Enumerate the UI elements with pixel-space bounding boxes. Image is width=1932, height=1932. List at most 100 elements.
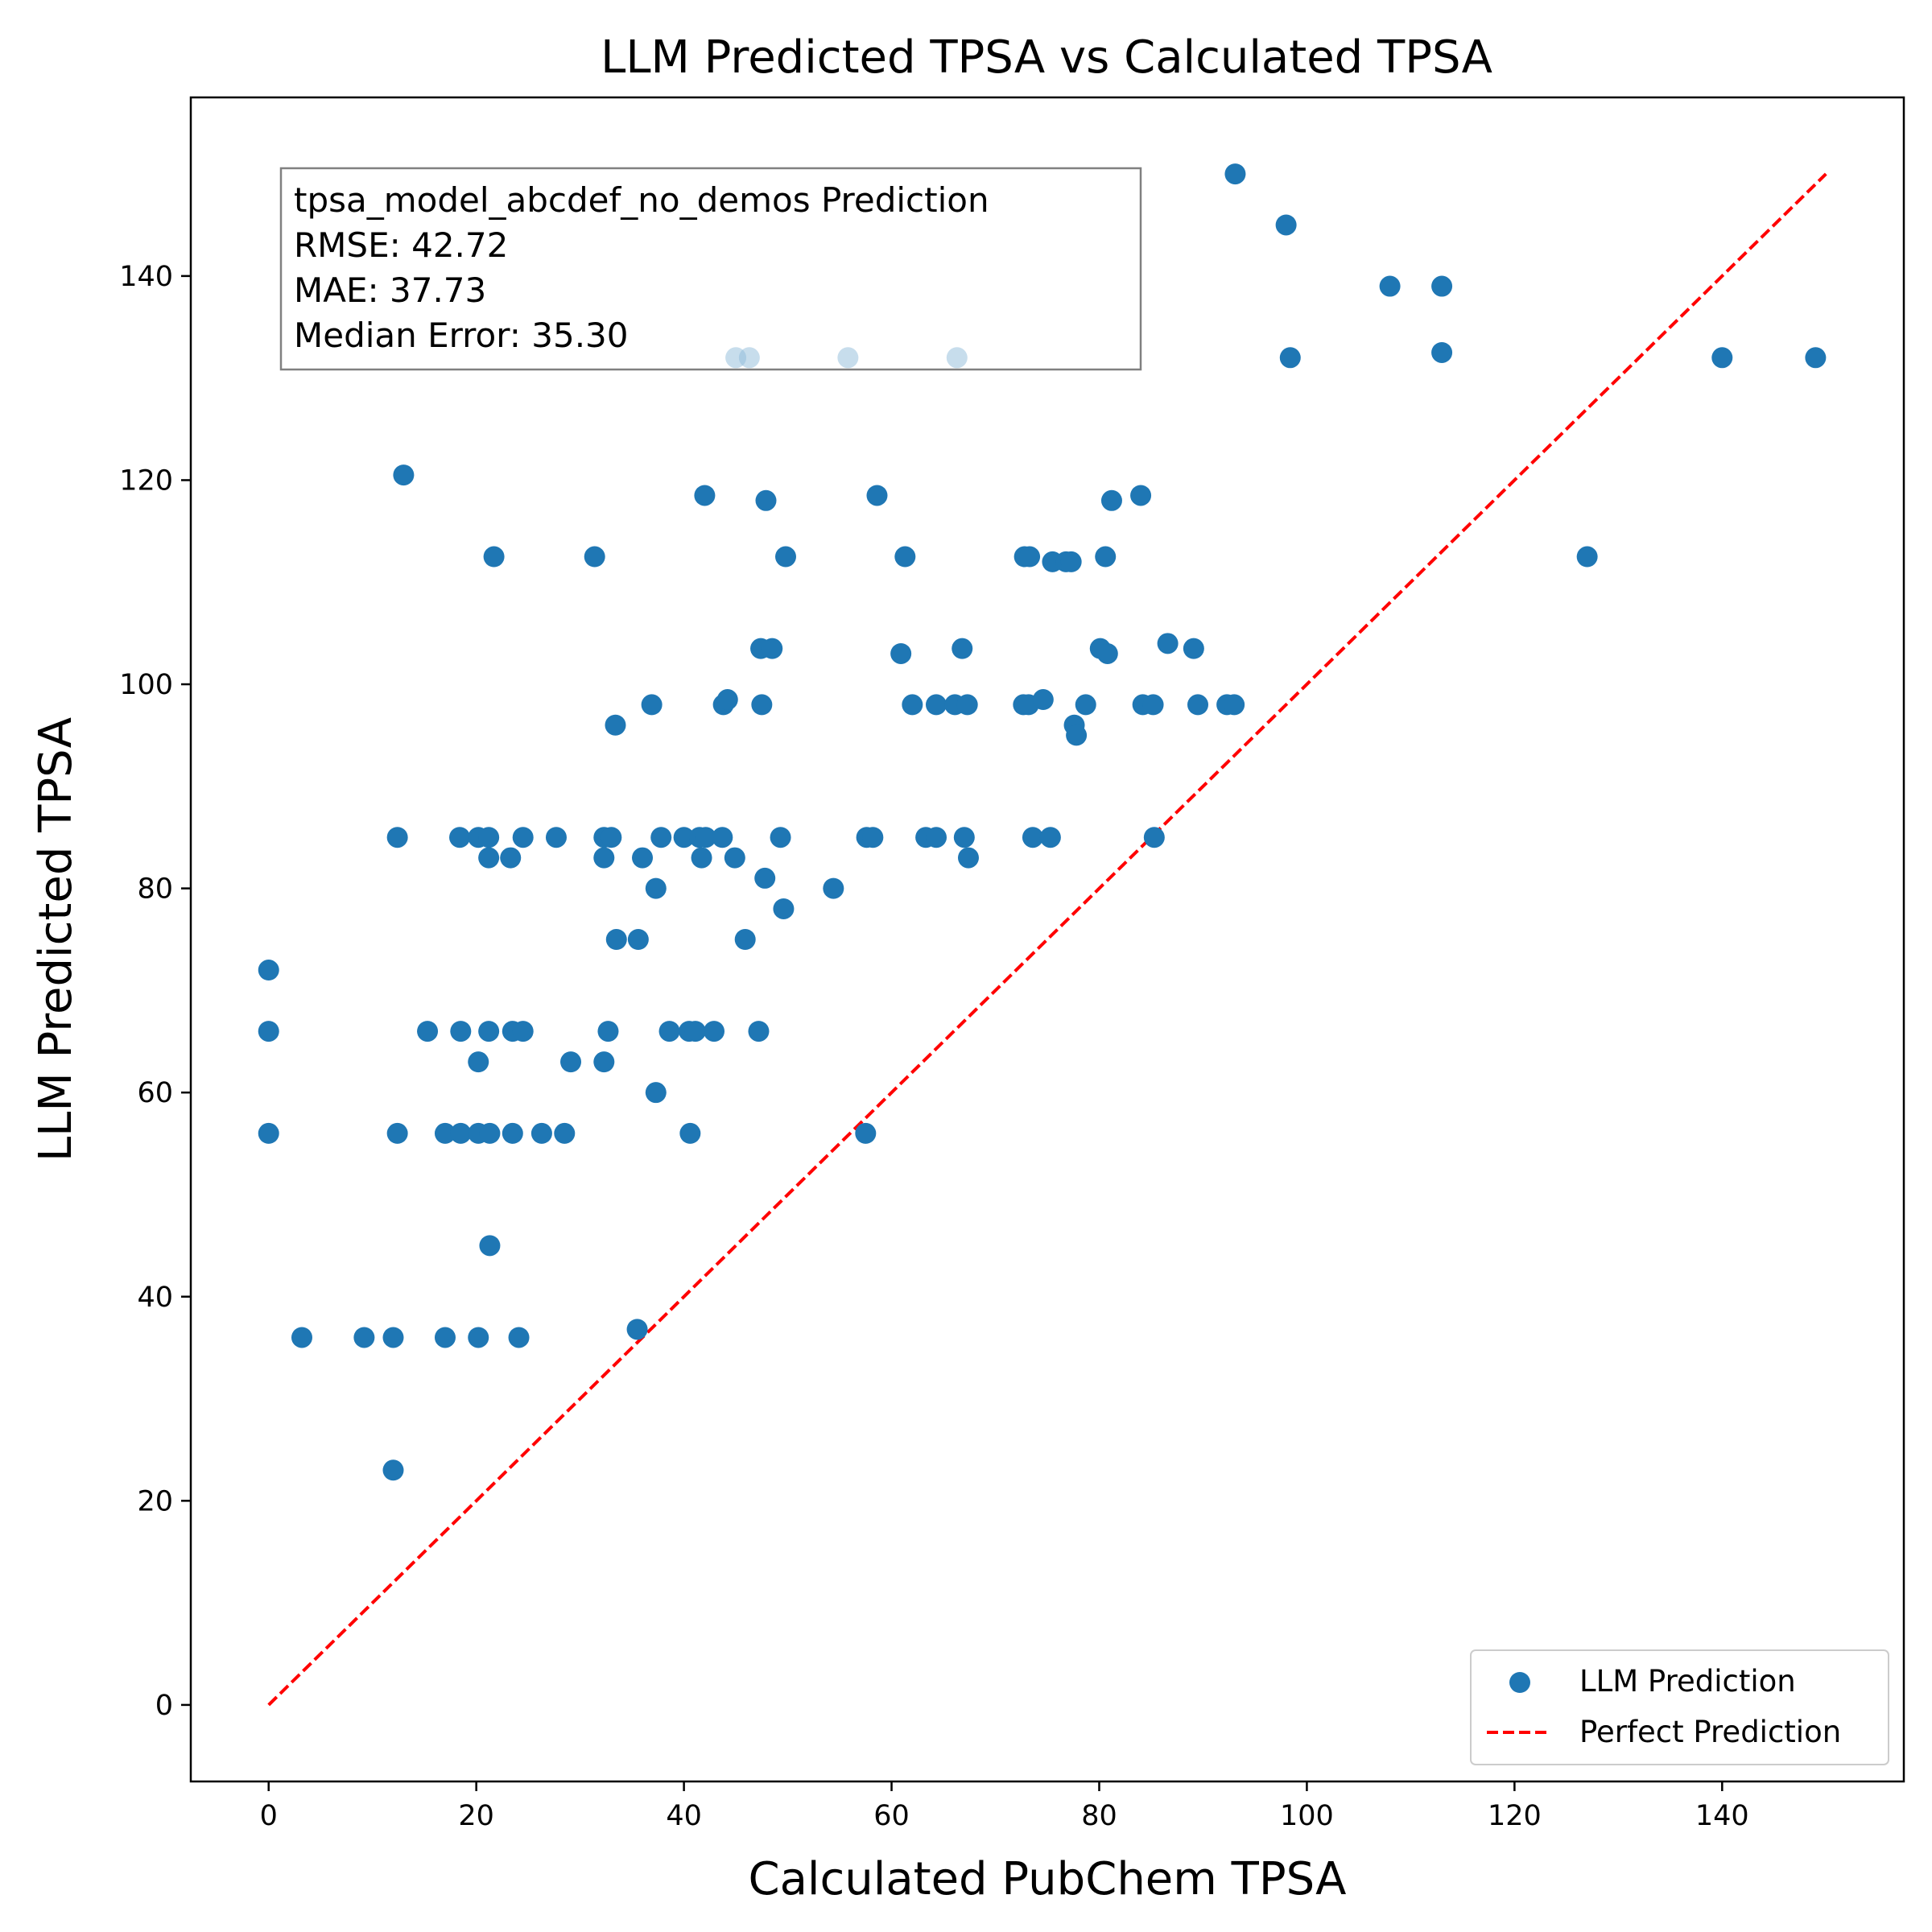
- y-tick-label: 80: [137, 873, 173, 906]
- data-point: [478, 827, 500, 848]
- data-point: [862, 827, 884, 848]
- data-point: [926, 694, 947, 716]
- x-axis-label: Calculated PubChem TPSA: [749, 1853, 1347, 1905]
- data-point: [691, 847, 712, 869]
- data-point: [1143, 827, 1165, 848]
- data-point: [724, 847, 745, 869]
- data-point: [902, 694, 923, 716]
- data-point: [641, 694, 663, 716]
- data-point: [386, 827, 408, 848]
- data-point: [593, 1051, 615, 1073]
- data-point: [855, 1122, 877, 1144]
- data-point: [530, 1122, 552, 1144]
- y-tick-label: 140: [119, 261, 173, 293]
- data-point: [762, 638, 783, 659]
- data-point: [1379, 275, 1401, 297]
- data-point: [712, 827, 733, 848]
- data-point: [1805, 347, 1827, 369]
- data-point: [1130, 485, 1152, 506]
- x-tick-label: 100: [1280, 1800, 1334, 1832]
- data-point: [449, 827, 471, 848]
- data-point: [626, 1319, 648, 1340]
- data-point: [479, 1122, 501, 1144]
- x-tick-label: 80: [1081, 1800, 1117, 1832]
- data-point: [597, 1021, 619, 1042]
- data-point: [684, 1021, 706, 1042]
- legend: LLM Prediction Perfect Prediction: [1470, 1649, 1889, 1765]
- data-point: [560, 1051, 582, 1073]
- y-tick-label: 120: [119, 464, 173, 497]
- data-point: [1075, 694, 1096, 716]
- data-point: [478, 1021, 500, 1042]
- data-point: [508, 1327, 530, 1348]
- data-point: [716, 689, 738, 711]
- data-point: [773, 898, 795, 919]
- data-point: [258, 960, 279, 981]
- data-point: [953, 827, 975, 848]
- data-point: [393, 464, 415, 486]
- data-point: [1060, 551, 1082, 572]
- data-point: [593, 847, 615, 869]
- legend-frame: [1470, 1649, 1889, 1765]
- data-point: [1275, 214, 1297, 236]
- x-tick-label: 140: [1695, 1800, 1749, 1832]
- data-point: [774, 546, 796, 568]
- data-point: [645, 1082, 667, 1104]
- data-point: [1066, 724, 1088, 746]
- legend-label-perfect-prediction: Perfect Prediction: [1579, 1715, 1841, 1749]
- data-point: [483, 546, 505, 568]
- data-point: [1100, 489, 1122, 511]
- data-point: [627, 929, 649, 950]
- data-point: [382, 1459, 404, 1481]
- data-point: [468, 1051, 489, 1073]
- data-point: [1711, 347, 1733, 369]
- data-point: [866, 485, 888, 506]
- stats-box-line: Median Error: 35.30: [294, 316, 629, 355]
- perfect-prediction-layer: [267, 172, 1827, 1707]
- data-point: [605, 929, 627, 950]
- x-axis-ticks: 0 20 40 60 80 100 120 140: [260, 1781, 1749, 1832]
- axes-frame: [189, 96, 1905, 1783]
- data-point: [952, 638, 973, 659]
- data-point: [450, 1122, 472, 1144]
- x-tick-label: 20: [458, 1800, 494, 1832]
- data-point: [1096, 642, 1118, 664]
- data-point: [1142, 694, 1164, 716]
- data-point: [258, 1021, 279, 1042]
- y-tick-label: 40: [137, 1282, 173, 1314]
- data-point: [926, 827, 947, 848]
- data-point: [1039, 827, 1061, 848]
- y-tick-label: 100: [119, 669, 173, 701]
- legend-marker-llm-prediction: [1509, 1672, 1530, 1693]
- data-point: [894, 546, 916, 568]
- stats-box-frame: [279, 167, 1142, 371]
- data-point: [1187, 694, 1209, 716]
- data-point: [694, 485, 716, 506]
- legend-label-llm-prediction: LLM Prediction: [1579, 1664, 1796, 1699]
- data-point: [386, 1122, 408, 1144]
- y-axis-ticks: 0 20 40 60 80 100 120 140: [119, 261, 191, 1722]
- data-point: [545, 827, 567, 848]
- points-layer: [258, 163, 1827, 1481]
- data-point: [353, 1327, 375, 1348]
- y-tick-label: 0: [155, 1690, 173, 1722]
- data-point: [258, 1122, 279, 1144]
- data-point: [1431, 341, 1453, 363]
- stats-box-line: tpsa_model_abcdef_no_demos Prediction: [294, 180, 989, 220]
- chart-title: LLM Predicted TPSA vs Calculated TPSA: [601, 31, 1492, 84]
- data-point: [478, 847, 500, 869]
- x-tick-label: 40: [666, 1800, 702, 1832]
- data-point: [645, 877, 667, 899]
- data-point: [1431, 275, 1453, 297]
- y-tick-label: 20: [137, 1485, 173, 1517]
- data-point: [755, 489, 777, 511]
- data-point: [1019, 546, 1041, 568]
- data-point: [554, 1122, 576, 1144]
- perfect-prediction-line: [267, 172, 1827, 1707]
- data-point: [1095, 546, 1117, 568]
- data-point: [502, 1122, 523, 1144]
- data-point: [512, 827, 534, 848]
- data-point: [479, 1235, 501, 1257]
- data-point: [695, 827, 716, 848]
